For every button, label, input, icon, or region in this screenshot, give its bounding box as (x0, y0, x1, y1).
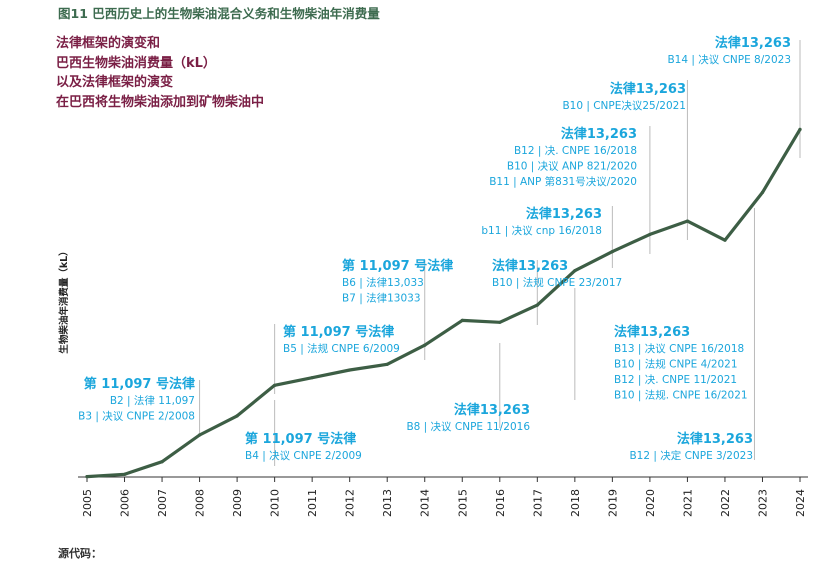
annotation-line: B2 | 法律 11,097 (110, 394, 195, 407)
subtitle-line: 在巴西将生物柴油添加到矿物柴油中 (56, 94, 265, 110)
data-point (310, 376, 314, 380)
subtitle-line: 巴西生物柴油消费量（kL） (56, 55, 216, 71)
data-point (273, 383, 277, 387)
x-tick-label: 2015 (456, 489, 469, 517)
data-point (498, 320, 502, 324)
data-point (460, 318, 464, 322)
x-tick-label: 2023 (756, 489, 769, 517)
annotation-heading: 第 11,097 号法律 (245, 431, 356, 447)
data-point (648, 232, 652, 237)
annotation-line: B10 | 决议 ANP 821/2020 (507, 161, 637, 173)
annotation-heading: 法律13,263 (715, 35, 791, 51)
x-tick-label: 2005 (81, 489, 94, 517)
x-tick-label: 2011 (306, 489, 319, 517)
x-tick-label: 2017 (531, 489, 544, 517)
annotation-line: B10 | 法规 CNPE 4/2021 (614, 358, 738, 371)
annotation-line: B12 | 决. CNPE 16/2018 (514, 145, 637, 157)
annotation-line: B13 | 决议 CNPE 16/2018 (614, 343, 744, 355)
x-tick-label: 2022 (719, 489, 732, 517)
x-tick-label: 2009 (231, 489, 244, 517)
consumption-series-line (85, 127, 802, 479)
source-label: 源代码： (58, 547, 102, 560)
subtitle-line: 法律框架的演变和 (56, 36, 161, 51)
figure-title: 图11 巴西历史上的生物柴油混合义务和生物柴油年消费量 (58, 6, 380, 21)
data-point (235, 414, 239, 418)
annotation-heading: 法律13,263 (561, 126, 637, 142)
x-tick-label: 2010 (269, 489, 282, 517)
data-point (122, 472, 127, 476)
annotation-line: B6 | 法律13,033 (342, 276, 424, 289)
annotation-line: B10 | 法规. CNPE 16/2021 (614, 389, 748, 402)
data-point (423, 343, 427, 347)
annotation-line: B5 | 法规 CNPE 6/2009 (283, 342, 400, 355)
data-point (348, 368, 352, 372)
x-tick-label: 2019 (606, 489, 619, 517)
data-point (385, 362, 389, 366)
annotation-heading: 第 11,097 号法律 (84, 376, 195, 392)
data-point (798, 127, 802, 131)
x-tick-label: 2013 (381, 489, 394, 517)
data-point (160, 460, 164, 464)
annotation-heading: 第 11,097 号法律 (283, 324, 394, 340)
annotation-line: B11 | ANP 第831号决议/2020 (489, 175, 637, 188)
annotation-line: B7 | 法律13033 (342, 292, 421, 305)
annotation-heading: 法律13,263 (526, 206, 602, 222)
annotation-line: B4 | 决议 CNPE 2/2009 (245, 450, 362, 462)
annotation-line: B12 | 决. CNPE 11/2021 (614, 374, 737, 386)
annotation-heading: 第 11,097 号法律 (342, 258, 453, 274)
x-tick-label: 2021 (681, 489, 694, 517)
x-tick-label: 2020 (644, 489, 657, 517)
annotation-line: B8 | 决议 CNPE 11/2016 (406, 421, 530, 433)
x-tick-label: 2012 (344, 489, 357, 517)
annotation-line: b11 | 决议 cnp 16/2018 (481, 225, 602, 237)
data-point (685, 219, 690, 223)
annotation-line: B3 | 决议 CNPE 2/2008 (78, 411, 195, 423)
annotation-line: B10 | CNPE决议25/2021 (562, 100, 686, 112)
x-tick-label: 2014 (419, 489, 432, 517)
x-tick-label: 2024 (794, 489, 807, 517)
x-tick-label: 2018 (569, 489, 582, 517)
data-point (723, 238, 727, 242)
data-point (85, 475, 89, 479)
annotation-heading: 法律13,263 (610, 81, 686, 97)
annotation-heading: 法律13,263 (492, 258, 568, 274)
annotation-heading: 法律13,263 (614, 324, 690, 340)
annotation-heading: 法律13,263 (677, 431, 753, 447)
data-point (573, 269, 577, 273)
chart-subtitle: 法律框架的演变和 巴西生物柴油消费量（kL） 以及法律框架的演变 在巴西将生物柴… (56, 34, 264, 112)
annotation-line: B10 | 法规 CNPE 23/2017 (492, 276, 622, 289)
x-tick-label: 2008 (194, 489, 207, 517)
data-point (610, 250, 614, 254)
data-point (535, 303, 539, 307)
x-tick-label: 2007 (156, 489, 169, 517)
x-tick-label: 2016 (494, 489, 507, 517)
subtitle-line: 以及法律框架的演变 (56, 75, 174, 90)
annotation-line: B12 | 决定 CNPE 3/2023 (629, 449, 753, 462)
data-point (760, 190, 765, 195)
x-tick-label: 2006 (119, 489, 132, 517)
y-axis-label: 生物柴油年消费量（kL） (58, 246, 70, 353)
annotation-heading: 法律13,263 (454, 402, 530, 418)
data-point (197, 433, 202, 437)
annotation-line: B14 | 决议 CNPE 8/2023 (667, 54, 791, 66)
